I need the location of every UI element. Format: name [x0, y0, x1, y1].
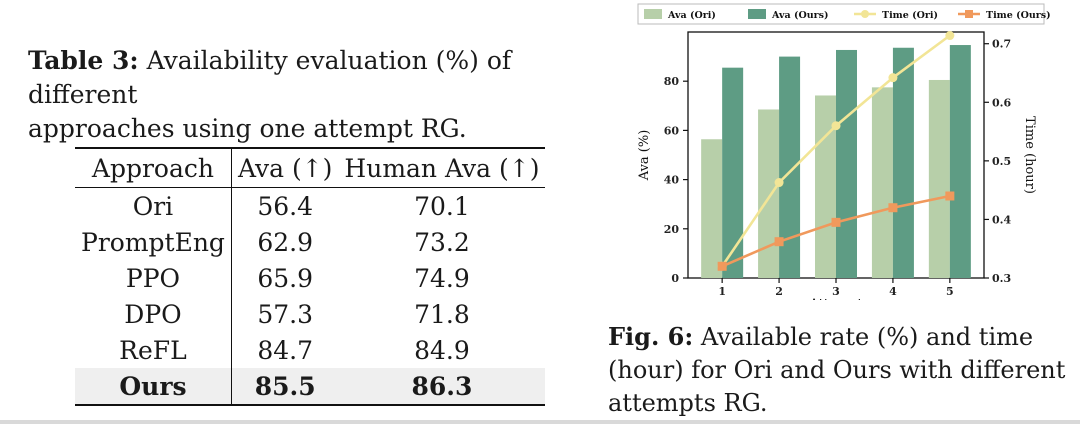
- page-bottom-divider: [0, 420, 1080, 424]
- point-time-ours: [717, 261, 727, 271]
- y-axis-label: Ava (%): [637, 130, 652, 182]
- cell-ava: 56.4: [257, 191, 314, 221]
- bar-ava-ori: [758, 109, 780, 279]
- legend-swatch-3-marker: [965, 10, 973, 18]
- table-caption-text-1: Availability evaluation (%) of different: [28, 46, 512, 109]
- legend-label: Ava (Ours): [771, 10, 829, 21]
- table-caption-text-2: approaches using one attempt RG.: [28, 114, 467, 143]
- header-ava: Ava (↑): [237, 153, 333, 183]
- point-time-ori: [945, 31, 955, 41]
- cell-approach: PPO: [75, 260, 232, 296]
- x-tick-label: 1: [718, 285, 726, 298]
- figure-caption-text-2: (hour) for Ori and Ours with different: [608, 356, 1066, 384]
- x-axis-label: Attempt: [808, 297, 863, 300]
- x-tick-label: 2: [775, 285, 783, 298]
- x-tick-label: 5: [946, 285, 954, 298]
- bar-ava-ori: [928, 79, 950, 278]
- y-tick-label: 0: [671, 272, 679, 285]
- y2-tick-label: 0.5: [992, 155, 1011, 168]
- chart-legend: Ava (Ori) Ava (Ours) Time (Ori) Time (Ours): [637, 3, 1051, 25]
- table-row: Ori 56.4 70.1: [75, 187, 546, 224]
- table-header-row: Approach Ava (↑) Human Ava (↑): [75, 148, 546, 188]
- y-tick-label: 80: [664, 75, 680, 88]
- cell-human-ava: 71.8: [414, 299, 470, 329]
- cell-ava: 57.3: [257, 299, 314, 329]
- y2-axis-label: Time (hour): [1022, 116, 1037, 194]
- y2-tick-label: 0.7: [992, 38, 1011, 51]
- cell-human-ava: 86.3: [338, 368, 546, 405]
- y-tick-label: 20: [664, 223, 680, 236]
- bar-ava-ours: [779, 56, 801, 278]
- figure-caption-text-3: attempts RG.: [608, 389, 768, 417]
- bar-ava-ours: [836, 49, 857, 278]
- cell-ava: 65.9: [257, 263, 314, 293]
- table-row: PPO 65.9 74.9: [75, 260, 545, 296]
- table-caption-label: Table 3:: [28, 46, 139, 75]
- table-row: ReFL 84.7 84.9: [75, 332, 545, 368]
- figure-caption-text-1: Available rate (%) and time: [700, 323, 1034, 351]
- cell-approach: DPO: [75, 296, 232, 332]
- cell-human-ava: 84.9: [414, 335, 470, 365]
- point-time-ours: [945, 191, 955, 201]
- y-tick-label: 40: [664, 174, 680, 187]
- legend-box: [637, 3, 1045, 25]
- legend-swatch-2-marker: [861, 10, 869, 18]
- cell-ava: 62.9: [257, 227, 314, 257]
- figure-caption: Fig. 6: Available rate (%) and time (hou…: [608, 320, 1072, 420]
- point-time-ori: [831, 121, 841, 131]
- header-approach: Approach: [75, 148, 232, 188]
- cell-approach: Ori: [75, 187, 232, 224]
- table-row-highlighted: Ours 85.5 86.3: [75, 368, 546, 405]
- legend-label: Time (Ours): [986, 10, 1051, 21]
- point-time-ours: [831, 217, 841, 227]
- y2-tick-label: 0.3: [992, 272, 1011, 285]
- cell-human-ava: 74.9: [414, 263, 470, 293]
- cell-ava: 85.5: [231, 368, 339, 405]
- cell-human-ava: 70.1: [414, 191, 470, 221]
- availability-time-chart: 0 20 40 60 80 0.3 0.4 0.5 0.6 0.7 1 2 3 4 5 Attempt Ava …: [637, 3, 1051, 312]
- y2-tick-label: 0.6: [992, 96, 1011, 109]
- x-tick-label: 3: [832, 285, 840, 298]
- bar-ava-ori: [701, 139, 723, 278]
- y2-tick-label: 0.4: [992, 213, 1011, 226]
- bar-ava-ours: [892, 47, 914, 278]
- legend-swatch-0: [644, 9, 662, 19]
- cell-approach: Ours: [75, 368, 232, 405]
- cell-approach: ReFL: [75, 332, 232, 368]
- figure-caption-label: Fig. 6:: [608, 322, 694, 351]
- bar-ava-ori: [871, 87, 893, 278]
- y-tick-label: 60: [664, 124, 680, 137]
- table-row: PromptEng 62.9 73.2: [75, 224, 545, 260]
- table-caption: Table 3: Availability evaluation (%) of …: [28, 44, 618, 146]
- header-human-ava: Human Ava (↑): [344, 153, 540, 183]
- figure-6: 0 20 40 60 80 0.3 0.4 0.5 0.6 0.7 1 2 3 4 5 Attempt Ava …: [608, 0, 1080, 312]
- bar-ava-ours: [949, 45, 971, 279]
- table-row: DPO 57.3 71.8: [75, 296, 545, 332]
- point-time-ori: [888, 73, 898, 83]
- x-tick-label: 4: [889, 285, 897, 298]
- point-time-ours: [888, 203, 898, 213]
- legend-swatch-1: [748, 9, 766, 19]
- point-time-ori: [774, 178, 784, 188]
- cell-approach: PromptEng: [75, 224, 232, 260]
- bar-ava-ours: [722, 67, 744, 278]
- cell-ava: 84.7: [257, 335, 314, 365]
- legend-label: Time (Ori): [882, 10, 938, 21]
- legend-label: Ava (Ori): [667, 10, 716, 21]
- availability-table: Approach Ava (↑) Human Ava (↑) Ori 56.4 …: [75, 147, 546, 406]
- point-time-ours: [774, 237, 784, 247]
- cell-human-ava: 73.2: [414, 227, 470, 257]
